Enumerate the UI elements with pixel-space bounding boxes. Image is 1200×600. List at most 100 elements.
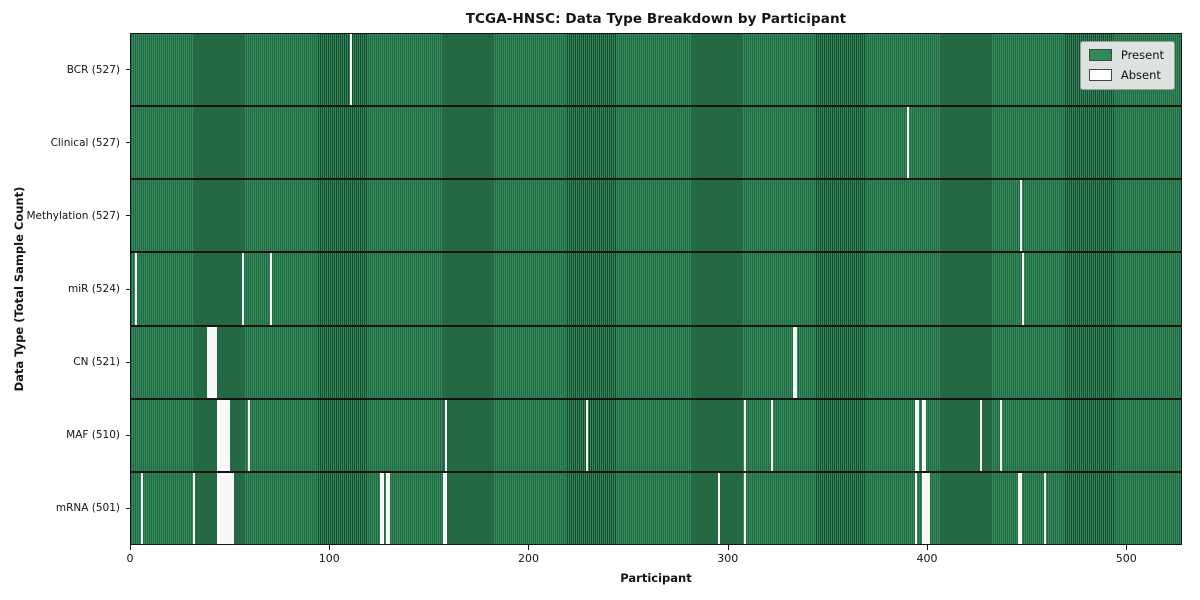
absent-mark <box>445 472 448 544</box>
absent-mark <box>980 399 983 471</box>
absent-mark <box>381 472 384 544</box>
absent-mark <box>922 399 925 471</box>
y-tick-label-miR: miR (524) <box>67 283 120 295</box>
absent-mark <box>270 253 273 325</box>
absent-mark <box>445 399 448 471</box>
absent-mark <box>216 472 219 544</box>
absent-mark <box>222 472 225 544</box>
absent-mark <box>1019 180 1022 252</box>
legend-present-label: Present <box>1120 48 1164 62</box>
absent-mark <box>224 472 227 544</box>
absent-mark <box>914 472 917 544</box>
absent-mark <box>214 326 217 398</box>
legend: Present Absent <box>1079 41 1175 90</box>
absent-mark <box>242 253 245 325</box>
absent-mark <box>134 253 137 325</box>
x-tick-mark <box>926 545 928 550</box>
absent-mark <box>212 326 215 398</box>
absent-mark <box>743 472 746 544</box>
y-tick-mark <box>125 507 130 509</box>
x-tick-mark <box>329 545 331 550</box>
absent-mark <box>1021 253 1024 325</box>
absent-mark <box>916 399 919 471</box>
x-tick-mark <box>727 545 729 550</box>
legend-absent-swatch <box>1088 69 1112 81</box>
x-tick-mark <box>528 545 530 550</box>
absent-mark <box>224 399 227 471</box>
absent-mark <box>1019 472 1022 544</box>
absent-mark <box>379 472 382 544</box>
absent-mark <box>922 472 925 544</box>
absent-mark <box>771 399 774 471</box>
y-tick-label-Clinical: Clinical (527) <box>50 136 120 149</box>
y-axis-label: Data Type (Total Sample Count) <box>12 186 26 392</box>
absent-mark <box>385 472 388 544</box>
data-row-Clinical <box>131 107 1181 181</box>
x-tick-label-0: 0 <box>126 552 134 565</box>
legend-entry-present: Present <box>1088 48 1164 62</box>
y-axis: BCR (527) Clinical (527) Methylation (527)… <box>0 33 130 545</box>
absent-mark <box>743 399 746 471</box>
plot-area: Present Absent <box>130 33 1182 545</box>
absent-mark <box>914 399 917 471</box>
y-tick-mark <box>125 142 130 144</box>
absent-mark <box>387 472 390 544</box>
data-row-miR <box>131 253 1181 327</box>
absent-mark <box>924 472 927 544</box>
absent-mark <box>248 399 251 471</box>
absent-mark <box>926 472 929 544</box>
absent-mark <box>226 472 229 544</box>
x-tick-label-500: 500 <box>1115 552 1137 565</box>
absent-mark <box>1000 399 1003 471</box>
y-tick-mark <box>125 288 130 290</box>
absent-mark <box>717 472 720 544</box>
x-tick-mark <box>1126 545 1128 550</box>
x-tick-label-300: 300 <box>717 552 739 565</box>
absent-mark <box>795 326 798 398</box>
data-row-CN <box>131 326 1181 400</box>
absent-mark <box>210 326 213 398</box>
y-tick-label-mRNA: mRNA (501) <box>55 502 120 515</box>
legend-absent-label: Absent <box>1120 68 1161 82</box>
absent-mark <box>924 399 927 471</box>
absent-mark <box>218 472 221 544</box>
absent-mark <box>1017 472 1020 544</box>
absent-mark <box>220 399 223 471</box>
absent-mark <box>140 472 143 544</box>
absent-mark <box>586 399 589 471</box>
absent-mark <box>216 399 219 471</box>
absent-mark <box>928 472 931 544</box>
absent-mark <box>349 34 352 106</box>
x-tick-label-400: 400 <box>916 552 938 565</box>
absent-mark <box>906 107 909 179</box>
absent-mark <box>218 399 221 471</box>
y-tick-mark <box>125 69 130 71</box>
legend-present-swatch <box>1088 49 1112 61</box>
x-axis-label: Participant <box>620 571 692 585</box>
absent-mark <box>232 472 235 544</box>
absent-mark <box>228 472 231 544</box>
absent-mark <box>226 399 229 471</box>
x-tick-label-200: 200 <box>517 552 539 565</box>
legend-entry-absent: Absent <box>1088 68 1164 82</box>
y-tick-label-CN: CN (521) <box>73 356 120 369</box>
y-tick-mark <box>125 215 130 217</box>
data-row-Methylation <box>131 180 1181 254</box>
data-row-MAF <box>131 399 1181 473</box>
chart-title: TCGA-HNSC: Data Type Breakdown by Partic… <box>465 11 847 27</box>
absent-mark <box>222 399 225 471</box>
data-row-mRNA <box>131 472 1181 544</box>
absent-mark <box>192 472 195 544</box>
x-tick-mark <box>130 545 131 550</box>
absent-mark <box>1043 472 1046 544</box>
absent-mark <box>443 472 446 544</box>
y-tick-label-MAF: MAF (510) <box>66 429 120 442</box>
absent-mark <box>793 326 796 398</box>
absent-mark <box>206 326 209 398</box>
x-axis: 0 100 200 300 400 500 <box>126 545 1182 571</box>
y-tick-mark <box>125 434 130 436</box>
data-row-BCR <box>131 34 1181 108</box>
y-tick-mark <box>125 361 130 363</box>
x-tick-label-100: 100 <box>318 552 340 565</box>
y-tick-label-Methylation: Methylation (527) <box>26 209 120 222</box>
